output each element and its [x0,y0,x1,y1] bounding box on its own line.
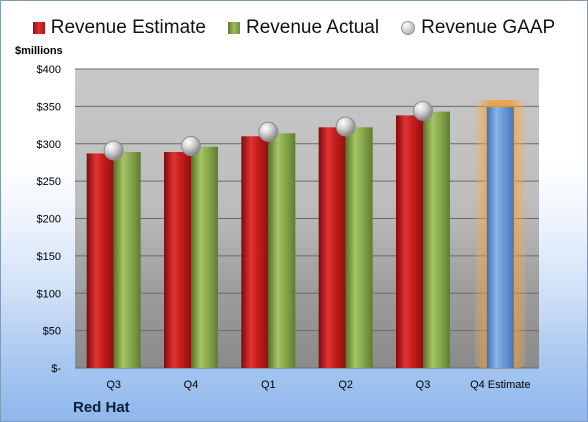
chart-legend: Revenue Estimate Revenue Actual Revenue … [1,17,587,39]
y-tick-label: $350 [37,101,61,113]
bar-q4-estimate [486,107,514,368]
legend-item-revenue-gaap: Revenue GAAP [401,17,555,39]
y-tick-label: $150 [37,251,61,263]
x-tick-label: Q3 [416,379,431,391]
bar-revenue-actual [423,111,450,369]
y-tick-label: $400 [37,64,61,76]
x-tick-label: Q4 Estimate [470,379,531,391]
plot-area: $- $50 $100 $150 $200 $250 $300 $350 $400 Q3 Q4 Q1 Q… [37,64,539,391]
y-tick-label: $- [51,363,61,375]
bar-revenue-actual [268,133,296,368]
marker-revenue-gaap [413,100,433,121]
legend-item-revenue-estimate: Revenue Estimate [32,17,206,39]
legend-item-revenue-actual: Revenue Actual [228,17,379,39]
legend-swatch-revenue-gaap [401,21,416,35]
y-tick-label: $250 [37,176,61,188]
legend-swatch-revenue-actual [228,22,240,34]
y-tick-label: $300 [37,139,61,151]
marker-revenue-gaap [258,121,279,142]
x-tick-label: Q4 [184,379,199,391]
bar-revenue-estimate [86,153,114,368]
bar-revenue-actual [191,146,218,368]
legend-label-revenue-estimate: Revenue Estimate [50,17,206,38]
y-tick-label: $100 [37,288,61,300]
bar-revenue-actual [113,151,141,368]
company-label: Red Hat [73,399,130,416]
bar-revenue-estimate [396,115,423,368]
legend-label-revenue-gaap: Revenue GAAP [421,17,556,38]
y-tick-label: $50 [43,326,61,338]
y-tick-label: $200 [37,214,61,226]
legend-swatch-revenue-estimate [32,22,45,34]
bar-revenue-estimate [241,136,269,368]
x-tick-label: Q2 [338,379,353,391]
bar-revenue-actual [345,127,373,369]
bar-revenue-estimate [164,151,191,368]
x-tick-label: Q1 [261,379,276,391]
legend-label-revenue-actual: Revenue Actual [246,17,380,38]
marker-revenue-gaap [335,116,356,137]
x-tick-label: Q3 [106,379,121,391]
marker-revenue-gaap [103,140,124,161]
y-axis-unit-label: $millions [15,45,63,57]
bar-revenue-estimate [318,127,346,369]
marker-revenue-gaap [181,135,201,156]
